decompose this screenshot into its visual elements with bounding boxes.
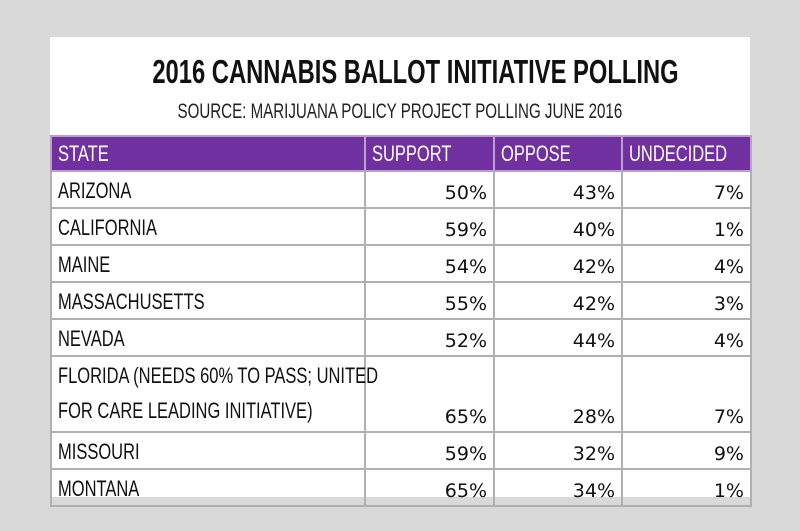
table-row: MAINE 54% 42% 4% — [50, 244, 752, 283]
cell-oppose: 32% — [493, 431, 623, 470]
table-row: NEVADA 52% 44% 4% — [50, 318, 752, 357]
cell-state: MAINE — [50, 244, 366, 283]
table-row: MASSACHUSETTS 55% 42% 3% — [50, 281, 752, 320]
table-row: MISSOURI 59% 32% 9% — [50, 431, 752, 470]
table-row: FLORIDA (NEEDS 60% TO PASS; UNITED FOR CA… — [50, 355, 752, 433]
cell-state: CALIFORNIA — [50, 207, 366, 246]
chart-title: 2016 CANNABIS BALLOT INITIATIVE POLLING — [152, 53, 679, 90]
cell-undecided: 4% — [621, 318, 752, 357]
cell-state: FLORIDA (NEEDS 60% TO PASS; UNITED FOR CA… — [50, 355, 378, 433]
cell-undecided: 1% — [621, 468, 752, 507]
column-header-support: SUPPORT — [364, 135, 495, 172]
cell-undecided: 1% — [621, 207, 752, 246]
table-row: MONTANA 65% 34% 1% — [50, 468, 752, 507]
cell-oppose: 34% — [493, 468, 623, 507]
table-card: 2016 CANNABIS BALLOT INITIATIVE POLLING … — [50, 37, 752, 507]
cell-oppose: 43% — [493, 170, 623, 209]
cell-oppose: 42% — [493, 281, 623, 320]
column-header-undecided: UNDECIDED — [621, 135, 752, 172]
cell-oppose: 40% — [493, 207, 623, 246]
column-header-oppose: OPPOSE — [493, 135, 623, 172]
table-row: ARIZONA 50% 43% 7% — [50, 170, 752, 209]
header-row: STATE SUPPORT OPPOSE UNDECIDED — [50, 135, 752, 172]
cell-state: NEVADA — [50, 318, 366, 357]
cell-undecided: 7% — [621, 355, 752, 433]
table-row: CALIFORNIA 59% 40% 1% — [50, 207, 752, 246]
cell-state: MISSOURI — [50, 431, 366, 470]
cell-oppose: 42% — [493, 244, 623, 283]
polling-table: STATE SUPPORT OPPOSE UNDECIDED ARIZONA 50… — [50, 135, 752, 507]
chart-subtitle: SOURCE: MARIJUANA POLICY PROJECT POLLING… — [177, 100, 623, 123]
cell-undecided: 7% — [621, 170, 752, 209]
column-header-state: STATE — [50, 135, 366, 172]
cell-support: 54% — [364, 244, 495, 283]
cell-state: MONTANA — [50, 468, 366, 507]
cell-support: 65% — [364, 355, 495, 433]
cell-support: 50% — [364, 170, 495, 209]
cell-support: 55% — [364, 281, 495, 320]
cell-support: 65% — [364, 468, 495, 507]
cell-support: 59% — [364, 431, 495, 470]
cell-undecided: 4% — [621, 244, 752, 283]
cell-state: ARIZONA — [50, 170, 366, 209]
cell-state: MASSACHUSETTS — [50, 281, 366, 320]
cell-oppose: 44% — [493, 318, 623, 357]
cell-undecided: 3% — [621, 281, 752, 320]
cell-support: 59% — [364, 207, 495, 246]
cell-support: 52% — [364, 318, 495, 357]
cell-undecided: 9% — [621, 431, 752, 470]
cell-oppose: 28% — [493, 355, 623, 433]
